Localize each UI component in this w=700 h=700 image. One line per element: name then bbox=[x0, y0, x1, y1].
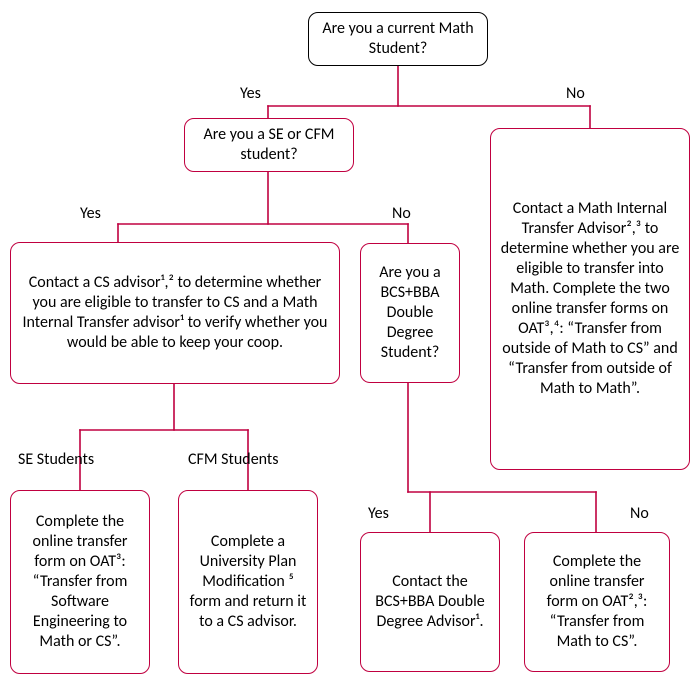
edge-label-no-3: No bbox=[630, 504, 649, 523]
edge-label-yes-3: Yes bbox=[368, 504, 389, 523]
node-root: Are you a current Math Student? bbox=[308, 12, 488, 66]
node-q2-text: Are you a SE or CFM student? bbox=[193, 125, 345, 165]
node-se-text: Complete the online transfer form on OAT… bbox=[19, 512, 141, 652]
edge-label-se: SE Students bbox=[18, 450, 94, 469]
node-contact-math-transfer: Contact a Math Internal Transfer Advisor… bbox=[490, 128, 690, 470]
node-q3-double-degree: Are you a BCS+BBA Double Degree Student? bbox=[360, 243, 460, 383]
node-q2-se-cfm: Are you a SE or CFM student? bbox=[184, 118, 354, 172]
node-cfm-text: Complete a University Plan Modification … bbox=[187, 532, 309, 632]
edge-label-yes-1: Yes bbox=[240, 84, 261, 103]
edge-label-no-1: No bbox=[566, 84, 585, 103]
node-transfer-math-cs: Complete the online transfer form on OAT… bbox=[524, 532, 670, 672]
edge-label-cfm: CFM Students bbox=[188, 450, 279, 469]
node-bcs-bba: Contact the BCS+BBA Double Degree Adviso… bbox=[360, 532, 500, 672]
node-root-text: Are you a current Math Student? bbox=[317, 19, 479, 59]
node-bcs-text: Contact the BCS+BBA Double Degree Adviso… bbox=[369, 572, 491, 632]
node-cfm-students: Complete a University Plan Modification … bbox=[178, 490, 318, 674]
edge-label-no-2: No bbox=[392, 204, 411, 223]
node-se-students: Complete the online transfer form on OAT… bbox=[10, 490, 150, 674]
node-contact-cs-advisor: Contact a CS advisor¹,² to determine whe… bbox=[10, 242, 340, 384]
node-right-text: Contact a Math Internal Transfer Advisor… bbox=[499, 199, 681, 399]
node-left-text: Contact a CS advisor¹,² to determine whe… bbox=[19, 273, 331, 353]
edge-label-yes-2: Yes bbox=[80, 204, 101, 223]
node-no3-text: Complete the online transfer form on OAT… bbox=[533, 552, 661, 652]
node-q3-text: Are you a BCS+BBA Double Degree Student? bbox=[369, 263, 451, 363]
